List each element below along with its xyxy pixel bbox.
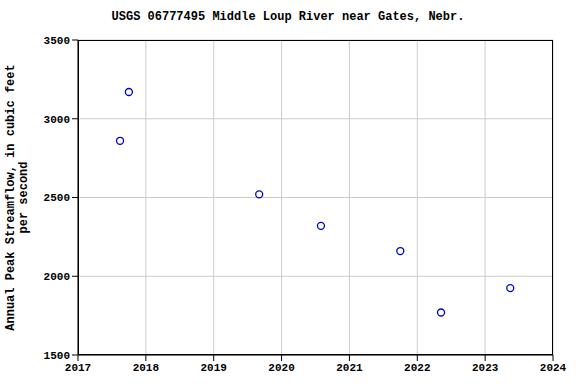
svg-text:per second: per second [17, 161, 31, 233]
svg-text:1500: 1500 [44, 350, 70, 362]
svg-text:2023: 2023 [472, 362, 499, 374]
svg-text:2019: 2019 [201, 362, 227, 374]
svg-text:2020: 2020 [268, 362, 294, 374]
svg-text:3000: 3000 [44, 114, 70, 126]
svg-text:2000: 2000 [44, 271, 70, 283]
svg-text:2017: 2017 [65, 362, 91, 374]
svg-text:3500: 3500 [44, 35, 70, 47]
html-text:USGS 06777495 Middle Loup Rive: USGS 06777495 Middle Loup River near Gat… [111, 10, 465, 24]
svg-text:2024: 2024 [540, 362, 567, 374]
svg-text:2018: 2018 [133, 362, 160, 374]
svg-text:2022: 2022 [404, 362, 430, 374]
svg-text:2021: 2021 [336, 362, 363, 374]
svg-text:2500: 2500 [44, 192, 70, 204]
